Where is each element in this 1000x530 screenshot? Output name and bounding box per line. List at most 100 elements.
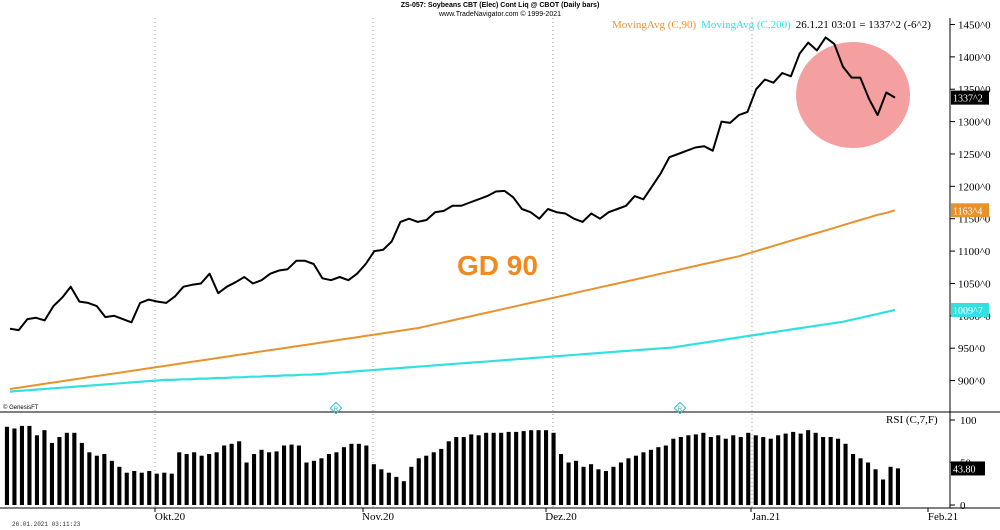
rsi-bar <box>401 481 406 505</box>
rsi-bar <box>843 443 848 505</box>
rsi-bar <box>207 454 212 505</box>
rsi-bar <box>109 460 114 505</box>
rsi-bar <box>132 471 137 505</box>
rsi-bar <box>469 434 474 505</box>
y-tick-label: 1300^0 <box>958 117 991 129</box>
rsi-bar <box>641 452 646 505</box>
rsi-bar <box>596 469 601 505</box>
rsi-bar <box>836 438 841 505</box>
last-value-text: 1337^2 <box>953 94 983 105</box>
x-tick-label: Dez.20 <box>545 511 577 523</box>
x-tick-label: Nov.20 <box>362 511 394 523</box>
chart-title: ZS-057: Soybeans CBT (Elec) Cont Liq @ C… <box>400 2 600 9</box>
rsi-bar <box>64 432 69 506</box>
ma200-line <box>9 308 896 393</box>
rsi-bar <box>117 466 122 506</box>
rsi-bar <box>237 441 242 506</box>
rsi-bar <box>252 454 257 505</box>
rsi-tick-label: 50 <box>960 458 972 470</box>
rsi-bar <box>514 431 519 505</box>
rsi-bar <box>791 431 796 505</box>
rsi-bar <box>177 452 182 505</box>
y-tick-label: 1250^0 <box>958 149 991 161</box>
rsi-bar <box>334 452 339 505</box>
rsi-tick-label: 0 <box>960 500 966 512</box>
rsi-panel: 43.80 <box>4 425 985 506</box>
rsi-bar <box>267 452 272 505</box>
rsi-bar <box>162 472 167 505</box>
rsi-bar <box>379 469 384 505</box>
rsi-bar <box>184 454 189 505</box>
rsi-bar <box>274 451 279 505</box>
rsi-title: RSI (C,7,F) <box>886 414 938 426</box>
rsi-bar <box>761 437 766 505</box>
rsi-bar <box>716 435 721 505</box>
rsi-bar <box>783 433 788 505</box>
rsi-bar <box>536 430 541 505</box>
rsi-bar <box>214 452 219 505</box>
rsi-bar <box>27 425 32 505</box>
ma90-line <box>9 209 896 390</box>
rsi-last-badge <box>951 461 985 476</box>
rsi-bar <box>776 435 781 505</box>
rsi-bar <box>259 449 264 506</box>
last-value-text: 1009^7 <box>953 306 983 317</box>
rsi-bar <box>828 437 833 505</box>
rsi-bar <box>499 432 504 506</box>
rsi-bar <box>304 462 309 505</box>
rsi-bar <box>895 468 900 505</box>
rsi-bar <box>633 455 638 505</box>
rsi-bar <box>124 472 129 505</box>
legend-ma200: MovingAvg (C,200) <box>701 19 791 31</box>
rsi-bar <box>476 435 481 505</box>
x-tick-label: Feb.21 <box>928 511 958 523</box>
rsi-bar <box>319 458 324 506</box>
rsi-bar <box>424 455 429 505</box>
rsi-last-text: 43.80 <box>953 464 976 475</box>
rsi-bar <box>139 472 144 505</box>
rsi-bar <box>873 469 878 505</box>
rsi-bar <box>663 445 668 505</box>
rsi-bar <box>618 462 623 505</box>
rsi-bar <box>798 433 803 505</box>
rsi-bar <box>154 473 159 505</box>
rsi-bar <box>311 460 316 505</box>
rsi-bar <box>244 462 249 505</box>
rsi-bar <box>394 476 399 505</box>
event-marker <box>329 401 343 415</box>
rsi-bar <box>574 460 579 505</box>
y-tick-label: 1050^0 <box>958 278 991 290</box>
rsi-bar <box>296 445 301 505</box>
legend-ma90: MovingAvg (C,90) <box>612 19 697 31</box>
y-tick-label: 1200^0 <box>958 181 991 193</box>
rsi-bar <box>282 445 287 505</box>
rsi-bar <box>34 435 39 505</box>
rsi-bar <box>678 437 683 505</box>
rsi-bar <box>94 455 99 505</box>
rsi-bar <box>49 442 54 505</box>
rsi-bar <box>446 441 451 506</box>
rsi-bar <box>671 438 676 505</box>
axes: 900^0950^01000^01050^01100^01150^01200^0… <box>0 18 1000 523</box>
rsi-bar <box>42 430 47 505</box>
event-marker <box>673 401 687 415</box>
rsi-bar <box>386 472 391 505</box>
rsi-bar <box>529 430 534 505</box>
grid-lines <box>154 18 753 507</box>
rsi-bar <box>491 432 496 506</box>
rsi-bar <box>738 437 743 505</box>
rsi-bar <box>731 435 736 505</box>
rsi-bar <box>589 464 594 505</box>
price-line <box>9 36 896 332</box>
rsi-bar <box>454 437 459 505</box>
rsi-bar <box>289 444 294 505</box>
rsi-bar <box>881 479 886 505</box>
rsi-bar <box>12 428 17 505</box>
rsi-bar <box>364 445 369 505</box>
rsi-bar <box>626 458 631 506</box>
rsi-bar <box>768 438 773 505</box>
chart-source: www.TradeNavigator.com © 1999-2021 <box>438 11 561 18</box>
rsi-bar <box>431 452 436 505</box>
rsi-tick-label: 100 <box>960 415 977 427</box>
